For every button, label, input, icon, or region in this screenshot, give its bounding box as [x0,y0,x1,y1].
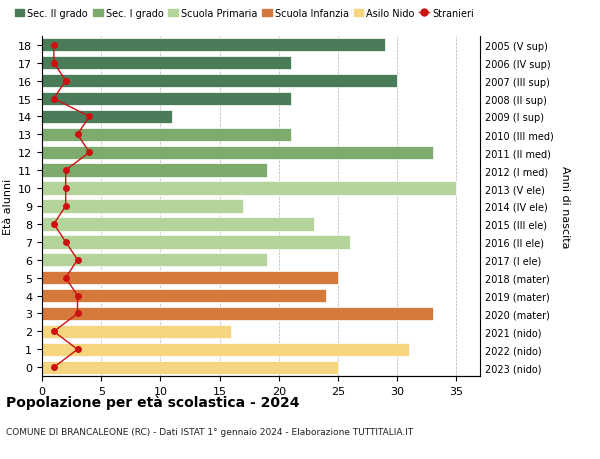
Point [73,346,82,353]
Point [49,60,59,67]
Bar [42,146,433,160]
Point [49,328,59,336]
Point [61,203,70,210]
Point [49,364,59,371]
Point [49,95,59,103]
Bar [42,289,326,302]
Text: COMUNE DI BRANCALEONE (RC) - Dati ISTAT 1° gennaio 2024 - Elaborazione TUTTITALI: COMUNE DI BRANCALEONE (RC) - Dati ISTAT … [6,427,413,436]
Y-axis label: Anni di nascita: Anni di nascita [560,165,570,248]
Point [61,167,70,174]
Bar [42,307,433,320]
Bar [42,129,290,142]
Point [73,131,82,139]
Point [49,221,59,228]
Bar [42,93,290,106]
Bar [42,75,397,88]
Point [61,274,70,282]
Point [85,149,94,157]
Point [73,310,82,318]
Bar [42,361,338,374]
Legend: Sec. II grado, Sec. I grado, Scuola Primaria, Scuola Infanzia, Asilo Nido, Stran: Sec. II grado, Sec. I grado, Scuola Prim… [11,5,478,22]
Point [61,185,70,192]
Bar [42,57,290,70]
Text: Popolazione per età scolastica - 2024: Popolazione per età scolastica - 2024 [6,395,299,409]
Bar [42,271,338,285]
Bar [42,111,172,124]
Bar [42,39,385,52]
Bar [42,235,350,249]
Y-axis label: Età alunni: Età alunni [2,179,13,235]
Point [85,113,94,121]
Bar [42,343,409,356]
Bar [42,253,267,267]
Bar [42,325,232,338]
Bar [42,164,267,178]
Point [61,78,70,85]
Point [61,239,70,246]
Point [49,42,59,49]
Bar [42,200,243,213]
Point [73,257,82,264]
Bar [42,182,457,196]
Bar [42,218,314,231]
Point [73,292,82,300]
